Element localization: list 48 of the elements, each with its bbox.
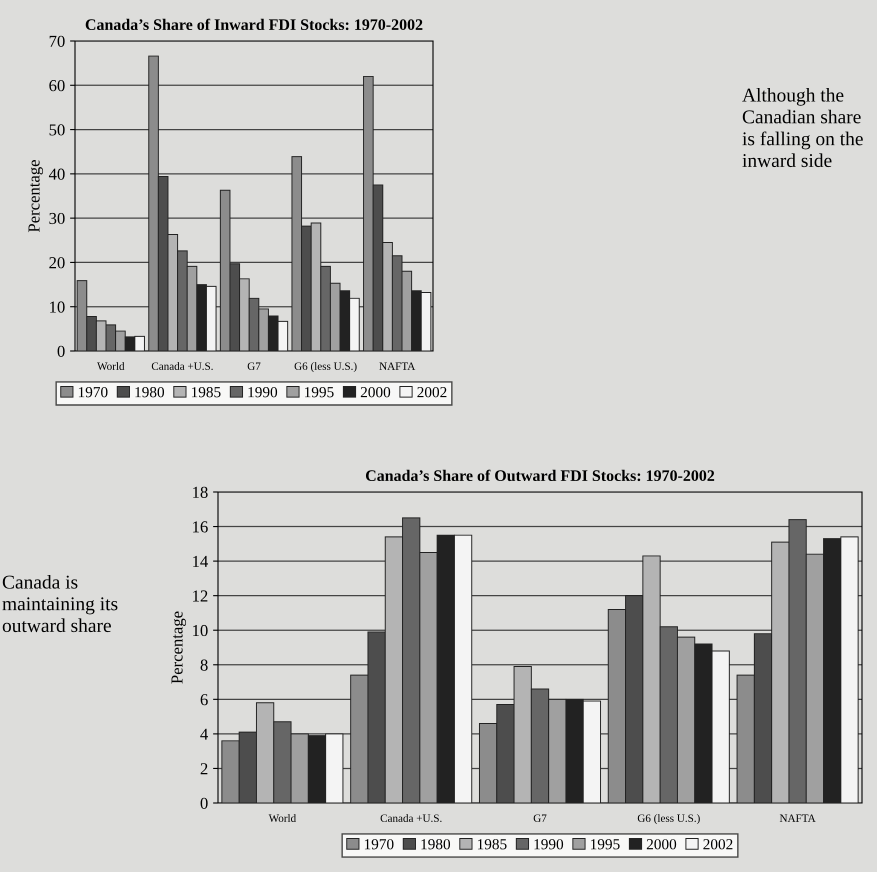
legend-label: 2002 bbox=[417, 387, 446, 398]
x-tick-label: Canada +U.S. bbox=[152, 362, 213, 370]
x-tick-label: World bbox=[97, 362, 124, 370]
y-tick-label: 70 bbox=[50, 36, 65, 47]
legend-label: 1970 bbox=[364, 839, 394, 850]
x-tick-label: G6 (less U.S.) bbox=[294, 362, 357, 372]
chart-title: Canada’s Share of Inward FDI Stocks: 1970-2002 bbox=[86, 18, 422, 30]
y-tick-label: 18 bbox=[193, 486, 208, 498]
legend-label: 2002 bbox=[703, 839, 732, 850]
y-tick-label: 10 bbox=[193, 624, 208, 636]
legend-label: 1980 bbox=[135, 387, 164, 398]
chart-title: Canada’s Share of Outward FDI Stocks: 1970-2002 bbox=[366, 470, 714, 482]
legend-label: 1990 bbox=[534, 839, 564, 850]
x-tick-label: NAFTA bbox=[780, 814, 816, 822]
legend-label: 2000 bbox=[360, 387, 390, 398]
x-tick-label: G6 (less U.S.) bbox=[638, 814, 700, 824]
x-tick-label: G7 bbox=[534, 814, 546, 822]
legend-label: 1985 bbox=[192, 387, 221, 398]
y-tick-label: 10 bbox=[50, 301, 65, 313]
y-axis-title: Percentage bbox=[172, 612, 186, 684]
x-tick-label: Canada +U.S. bbox=[380, 814, 442, 822]
y-tick-label: 50 bbox=[50, 124, 65, 136]
y-tick-label: 8 bbox=[200, 659, 208, 671]
y-tick-label: 0 bbox=[200, 798, 208, 809]
x-tick-label: World bbox=[268, 814, 296, 822]
x-tick-label: G7 bbox=[248, 362, 260, 370]
y-tick-label: 60 bbox=[49, 80, 65, 92]
y-tick-label: 40 bbox=[48, 168, 65, 180]
y-tick-label: 0 bbox=[58, 346, 65, 357]
x-tick-label: NAFTA bbox=[379, 362, 416, 370]
y-tick-label: 2 bbox=[200, 763, 208, 774]
legend-label: 1995 bbox=[590, 839, 620, 850]
y-tick-label: 30 bbox=[49, 212, 65, 224]
legend-label: 1990 bbox=[248, 387, 278, 398]
y-tick-label: 14 bbox=[193, 556, 208, 567]
y-axis-title: Percentage bbox=[28, 160, 44, 232]
legend-label: 2000 bbox=[646, 839, 676, 850]
text: Canada is maintaining its outward share bbox=[2, 575, 118, 632]
y-tick-label: 20 bbox=[49, 257, 65, 268]
y-tick-label: 6 bbox=[200, 694, 208, 706]
legend-label: 1970 bbox=[78, 387, 108, 398]
y-tick-label: 16 bbox=[193, 521, 208, 532]
y-tick-label: 12 bbox=[193, 590, 208, 602]
legend-label: 1985 bbox=[478, 839, 507, 850]
text: Although the Canadian share is falling on the inward side bbox=[742, 88, 863, 168]
y-tick-label: 4 bbox=[200, 728, 208, 740]
legend-label: 1995 bbox=[304, 387, 334, 398]
legend-label: 1980 bbox=[421, 839, 450, 850]
